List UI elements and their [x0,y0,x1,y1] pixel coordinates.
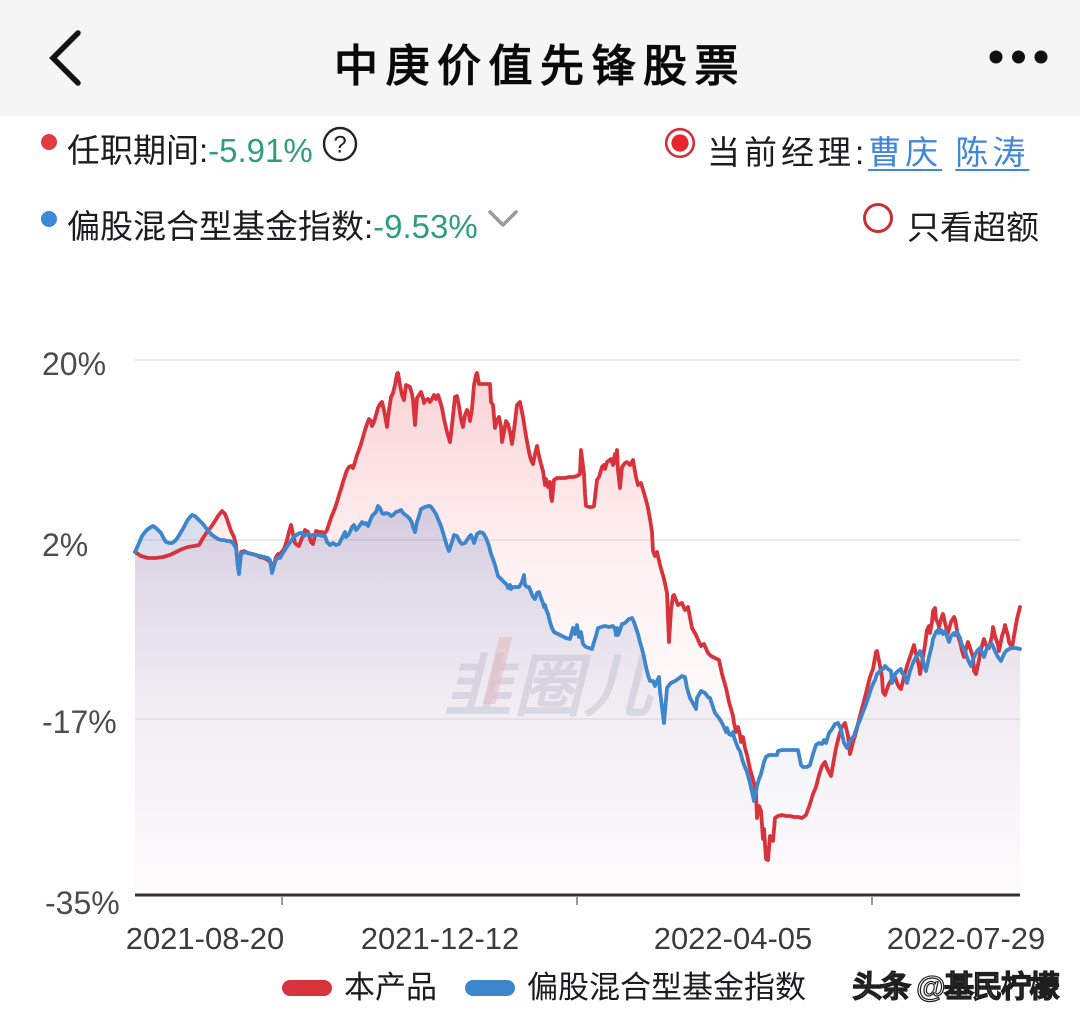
svg-text:2021-08-20: 2021-08-20 [126,921,285,956]
svg-text:2021-12-12: 2021-12-12 [361,921,520,956]
svg-text:2022-07-29: 2022-07-29 [887,921,1046,956]
svg-text:-35%: -35% [45,885,120,921]
svg-text:本产品: 本产品 [344,970,437,1005]
svg-text:偏股混合型基金指数: 偏股混合型基金指数 [527,970,806,1005]
svg-text:2022-04-05: 2022-04-05 [654,921,813,956]
svg-text:?: ? [333,132,346,159]
svg-text:20%: 20% [42,346,106,382]
svg-text:韭圈儿: 韭圈儿 [440,648,669,725]
svg-text:头条 @基民柠檬: 头条 @基民柠檬 [852,971,1059,1004]
svg-text:-17%: -17% [42,704,117,740]
svg-text:2%: 2% [42,527,88,563]
